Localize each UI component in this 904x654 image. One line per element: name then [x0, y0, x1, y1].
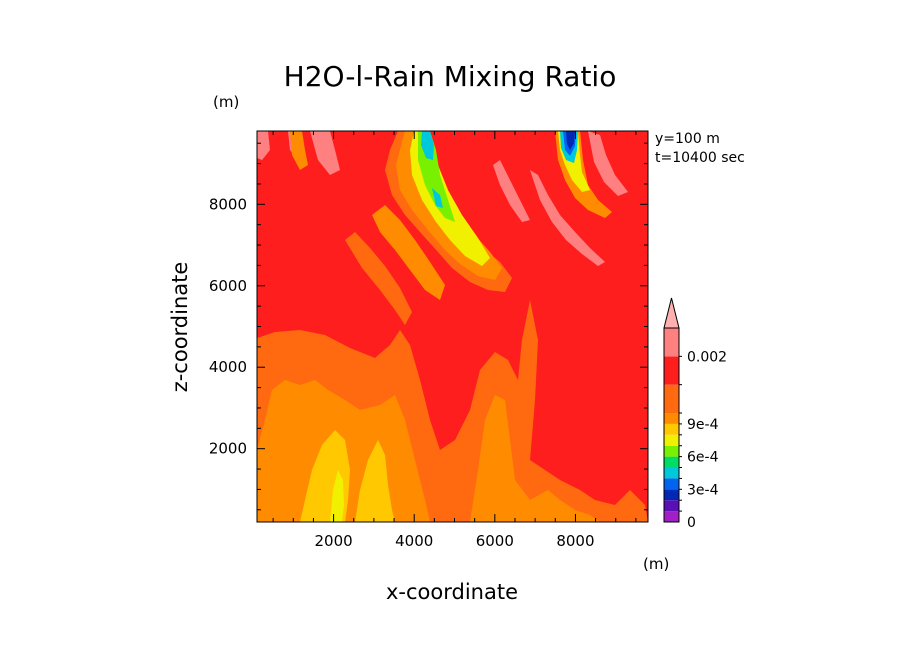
colorbar-label: 9e-4	[687, 417, 719, 433]
colorbar-label: 6e-4	[687, 450, 719, 466]
chart-title: H2O-l-Rain Mixing Ratio	[284, 60, 617, 93]
colorbar-label: 3e-4	[687, 482, 719, 498]
colorbar-band	[664, 413, 679, 424]
band-diag-3	[345, 232, 412, 325]
info-time: t=10400 sec	[655, 150, 745, 166]
colorbar-extend-arrow	[663, 297, 680, 329]
colorbar-band	[664, 500, 679, 512]
x-tick-label: 2000	[314, 532, 352, 550]
pink-streak-4	[588, 131, 628, 196]
x-axis-title: x-coordinate	[386, 580, 518, 604]
info-y-position: y=100 m	[655, 131, 720, 147]
contour-orange-right	[470, 395, 600, 522]
contour-yellow-mid	[355, 440, 395, 522]
band-left-teal-2	[432, 188, 443, 208]
colorbar	[663, 297, 682, 523]
y-tick-label: 4000	[209, 358, 247, 376]
colorbar-band	[664, 467, 679, 479]
x-axis-ticks	[272, 131, 637, 522]
band-left-teal	[421, 131, 434, 160]
plot-area	[257, 131, 648, 522]
colorbar-band	[664, 423, 679, 435]
band-left-narrow	[290, 131, 308, 170]
colorbar-label: 0.002	[687, 349, 727, 365]
x-tick-label: 4000	[395, 532, 433, 550]
colorbar-band	[664, 445, 679, 457]
colorbar-labels: 0 3e-4 6e-4 9e-4 0.002	[687, 349, 727, 531]
x-unit-label: (m)	[643, 555, 669, 573]
colorbar-frame	[663, 327, 680, 523]
colorbar-band	[664, 511, 679, 522]
pink-streak-3	[530, 170, 605, 266]
colorbar-label: 0	[687, 515, 696, 531]
y-unit-label: (m)	[213, 93, 239, 111]
colorbar-band	[664, 456, 679, 468]
x-tick-label: 6000	[476, 532, 514, 550]
colorbar-band	[664, 384, 679, 414]
band-right-darkblue	[566, 131, 575, 150]
y-tick-labels: 2000 4000 6000 8000	[209, 195, 247, 457]
colorbar-band	[664, 434, 679, 446]
y-axis-ticks	[257, 142, 648, 511]
y-axis-title: z-coordinate	[168, 262, 192, 393]
band-diag-2	[372, 205, 445, 300]
colorbar-band	[664, 356, 679, 385]
x-tick-labels: 2000 4000 6000 8000	[314, 532, 594, 550]
y-tick-label: 8000	[209, 195, 247, 213]
y-tick-label: 2000	[209, 440, 247, 458]
colorbar-band	[664, 328, 679, 357]
pink-streak-2	[493, 160, 530, 222]
colorbar-band	[664, 489, 679, 501]
contour-yellow-core	[330, 470, 344, 522]
x-tick-label: 8000	[556, 532, 594, 550]
colorbar-band	[664, 478, 679, 490]
pink-streak-1	[310, 131, 340, 175]
pink-streak-6	[257, 131, 270, 160]
y-tick-label: 6000	[209, 277, 247, 295]
